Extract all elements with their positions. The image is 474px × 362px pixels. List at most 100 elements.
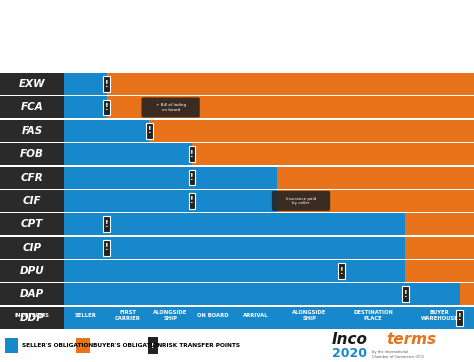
Text: CFR: CFR xyxy=(21,173,43,182)
Text: DAP: DAP xyxy=(20,289,44,299)
FancyBboxPatch shape xyxy=(141,97,200,117)
Bar xyxy=(76,338,90,353)
Bar xyxy=(405,260,474,282)
Text: SELLER: SELLER xyxy=(74,313,96,318)
Bar xyxy=(402,286,409,302)
Bar xyxy=(0,302,474,329)
Text: !: ! xyxy=(339,266,343,275)
Bar xyxy=(0,189,474,212)
Bar xyxy=(0,260,64,282)
Text: SELLER'S OBLIGATION: SELLER'S OBLIGATION xyxy=(22,343,93,348)
Text: !: ! xyxy=(403,290,407,299)
Bar xyxy=(0,257,474,302)
Text: BUYER'S OBLIGATION: BUYER'S OBLIGATION xyxy=(93,343,163,348)
Text: !: ! xyxy=(458,313,462,322)
Bar xyxy=(0,190,64,212)
Text: ARRIVAL: ARRIVAL xyxy=(243,313,269,318)
Bar xyxy=(146,123,153,139)
Text: DESTINATION
PLACE: DESTINATION PLACE xyxy=(353,311,393,321)
Text: !: ! xyxy=(105,220,109,229)
Bar xyxy=(189,193,195,209)
Text: FCA: FCA xyxy=(21,102,43,113)
Bar xyxy=(0,97,64,118)
Bar xyxy=(149,120,474,142)
Bar xyxy=(0,283,474,306)
Bar xyxy=(64,307,474,329)
Bar xyxy=(64,260,405,282)
Text: FIRST
CARRIER: FIRST CARRIER xyxy=(115,311,141,321)
Bar xyxy=(405,213,474,235)
Text: ALONGSIDE
SHIP: ALONGSIDE SHIP xyxy=(292,311,327,321)
Bar xyxy=(148,337,158,354)
Text: BUYER
WAREHOUSE: BUYER WAREHOUSE xyxy=(421,311,458,321)
Bar xyxy=(0,72,474,96)
Bar xyxy=(0,329,474,362)
Text: Inco: Inco xyxy=(332,332,368,347)
Bar xyxy=(107,73,474,95)
Bar xyxy=(64,73,107,95)
Bar xyxy=(64,143,192,165)
Text: ALONGSIDE
SHIP: ALONGSIDE SHIP xyxy=(154,311,188,321)
Bar xyxy=(0,96,474,119)
Bar xyxy=(0,119,474,143)
Bar xyxy=(64,120,149,142)
Bar xyxy=(0,283,64,305)
Bar xyxy=(277,167,474,189)
Text: FOB: FOB xyxy=(20,149,44,159)
Text: !: ! xyxy=(190,173,194,182)
Bar xyxy=(0,166,474,189)
Bar xyxy=(64,190,277,212)
Text: !: ! xyxy=(190,150,194,159)
Text: CIF: CIF xyxy=(23,196,41,206)
Text: RISK TRANSFER POINTS: RISK TRANSFER POINTS xyxy=(162,343,240,348)
FancyBboxPatch shape xyxy=(272,191,330,211)
Text: + Bill of lading
on board: + Bill of lading on board xyxy=(155,103,186,112)
Bar xyxy=(0,306,474,329)
Text: Insurance paid
by seller: Insurance paid by seller xyxy=(286,197,316,205)
Text: EXW: EXW xyxy=(18,79,46,89)
Bar xyxy=(0,120,64,142)
Text: DPU: DPU xyxy=(20,266,44,276)
Text: FAS: FAS xyxy=(21,126,43,136)
Bar xyxy=(460,283,474,305)
Text: !: ! xyxy=(190,197,194,205)
Text: CIP: CIP xyxy=(22,243,42,253)
Text: ON BOARD: ON BOARD xyxy=(198,313,229,318)
Text: by the International
Chamber of Commerce (ICC): by the International Chamber of Commerce… xyxy=(372,350,424,359)
Bar xyxy=(0,307,64,329)
Text: !: ! xyxy=(105,103,109,112)
Bar xyxy=(192,143,474,165)
Bar xyxy=(338,263,345,279)
Bar xyxy=(0,259,474,283)
Bar xyxy=(277,190,474,212)
Bar xyxy=(64,167,277,189)
Text: INCOTERMS: INCOTERMS xyxy=(15,313,49,318)
Bar xyxy=(0,213,64,235)
Text: DDP: DDP xyxy=(19,313,45,323)
Bar xyxy=(189,170,195,185)
Bar xyxy=(0,167,64,189)
Bar xyxy=(64,283,460,305)
Bar xyxy=(103,240,110,256)
Text: 2020: 2020 xyxy=(332,347,367,360)
Bar xyxy=(456,310,463,326)
Text: !: ! xyxy=(105,243,109,252)
Bar xyxy=(107,97,474,118)
Bar xyxy=(5,338,18,353)
Text: !: ! xyxy=(147,126,151,135)
Bar xyxy=(0,73,64,95)
Text: !: ! xyxy=(152,343,155,349)
Bar xyxy=(64,97,107,118)
Bar xyxy=(405,237,474,258)
Bar xyxy=(64,237,405,258)
Bar xyxy=(64,213,405,235)
Bar xyxy=(103,100,110,115)
Text: CPT: CPT xyxy=(21,219,43,229)
Bar xyxy=(0,212,474,236)
Bar xyxy=(189,146,195,162)
Bar xyxy=(0,143,474,166)
Bar xyxy=(0,236,474,259)
Bar xyxy=(0,143,64,165)
Bar xyxy=(0,237,64,258)
Bar xyxy=(103,216,110,232)
